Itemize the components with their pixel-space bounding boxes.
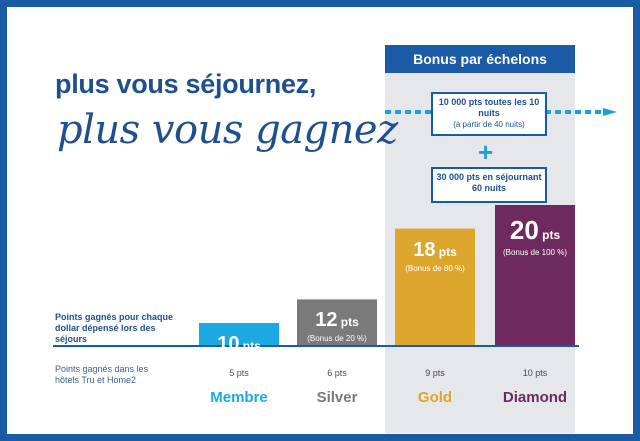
- bar-value-label-silver: 12 pts (Bonus de 20 %): [297, 309, 377, 343]
- bar-value-label-diamond: 20 pts (Bonus de 100 %): [495, 215, 575, 257]
- bar-unit-diamond: pts: [538, 228, 561, 242]
- bar-value-silver: 12: [315, 309, 338, 332]
- tru-home2-label: Points gagnés dans les hôtels Tru et Hom…: [55, 364, 149, 385]
- bar-value-gold: 18: [413, 238, 436, 261]
- tru-home2-points-gold: 9 pts: [425, 368, 445, 378]
- bar-bonus-silver: (Bonus de 20 %): [307, 334, 367, 344]
- bar-value-label-membre: 10 pts: [199, 333, 279, 356]
- bonus-box-60-nights: 30 000 pts en séjournant 60 nuits: [431, 167, 547, 203]
- bar-unit-gold: pts: [435, 244, 457, 259]
- bar-membre: [199, 323, 279, 345]
- bonus-box-1-sub: (à partir de 40 nuits): [453, 120, 525, 129]
- bonus-box-every-10-nights: 10 000 pts toutes les 10 nuits (à partir…: [431, 92, 547, 136]
- tier-name-gold: Gold: [417, 389, 453, 406]
- tier-name-diamond: Diamond: [502, 389, 568, 406]
- tier-name-membre: Membre: [210, 389, 268, 406]
- bonus-box-2-main: 30 000 pts en séjournant 60 nuits: [436, 172, 542, 193]
- points-chart: [53, 205, 579, 347]
- headline-line-1: plus vous séjournez,: [55, 69, 317, 99]
- bar-unit-silver: pts: [337, 315, 359, 330]
- bar-bonus-diamond: (Bonus de 100 %): [502, 248, 568, 257]
- tru-home2-points-silver: 6 pts: [327, 368, 347, 378]
- tier-name-silver: Silver: [316, 389, 358, 406]
- bar-diamond: [495, 205, 575, 345]
- bonus-box-1-main: 10 000 pts toutes les 10 nuits: [438, 97, 540, 118]
- bar-bonus-gold: (Bonus de 80 %): [405, 263, 465, 273]
- bar-value-diamond: 20: [509, 215, 539, 245]
- plus-icon: +: [478, 137, 494, 167]
- bar-silver: [297, 299, 377, 345]
- tru-home2-points-membre: 5 pts: [229, 368, 249, 378]
- headline-line-2: plus vous gagnez: [57, 107, 398, 153]
- bar-unit-membre: pts: [239, 339, 261, 353]
- bar-value-label-gold: 18 pts (Bonus de 80 %): [395, 239, 475, 273]
- bar-gold: [395, 228, 475, 345]
- bar-value-membre: 10: [217, 333, 240, 355]
- tru-home2-points-diamond: 10 pts: [522, 368, 548, 378]
- points-per-dollar-label: Points gagnés pour chaque dollar dépensé…: [55, 312, 174, 344]
- tier-bonus-title: Bonus par échelons: [385, 45, 575, 73]
